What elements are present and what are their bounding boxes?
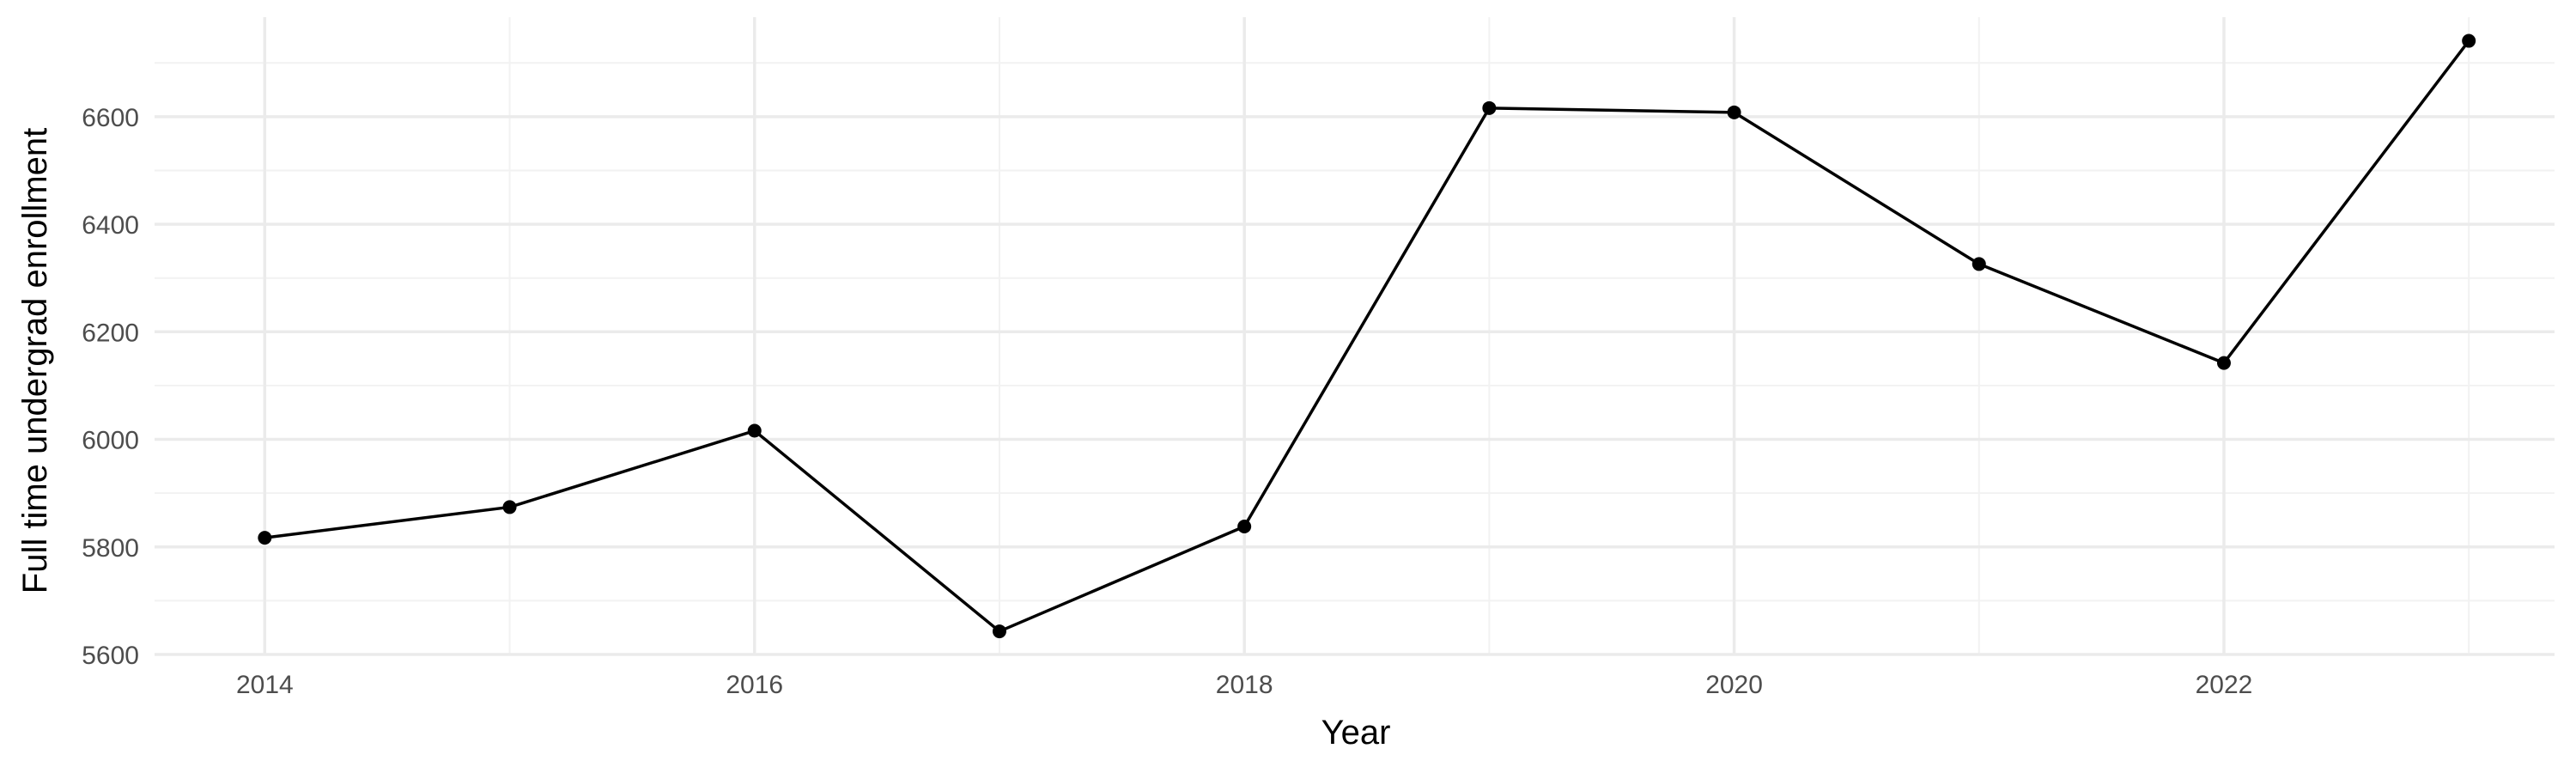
data-point <box>502 500 517 514</box>
x-tick-label: 2022 <box>2196 671 2253 699</box>
y-axis-title: Full time undergrad enrollment <box>16 128 54 593</box>
data-point <box>1237 519 1252 533</box>
data-point <box>1727 105 1741 119</box>
data-point <box>747 423 762 438</box>
data-point <box>992 624 1006 639</box>
x-tick-label: 2014 <box>236 671 294 699</box>
x-axis-ticks: 2014 2016 2018 2020 2022 <box>236 671 2252 699</box>
x-tick-label: 2018 <box>1216 671 1273 699</box>
series-line <box>264 40 2470 633</box>
data-point <box>1482 100 1497 115</box>
data-point <box>1971 257 1986 271</box>
y-tick-label: 6200 <box>82 319 139 347</box>
x-tick-label: 2020 <box>1705 671 1763 699</box>
series <box>258 33 2476 639</box>
y-tick-label: 6600 <box>82 104 139 132</box>
y-tick-label: 6400 <box>82 211 139 240</box>
y-tick-label: 5800 <box>82 534 139 563</box>
y-tick-label: 5600 <box>82 642 139 670</box>
grid <box>155 17 2555 656</box>
x-axis-title: Year <box>1321 714 1391 752</box>
x-tick-label: 2016 <box>726 671 783 699</box>
data-point <box>2216 356 2231 370</box>
y-tick-label: 6000 <box>82 427 139 455</box>
y-axis-ticks: 5600 5800 6000 6200 6400 6600 <box>82 104 139 670</box>
data-point <box>258 531 272 545</box>
data-point <box>2462 33 2476 48</box>
